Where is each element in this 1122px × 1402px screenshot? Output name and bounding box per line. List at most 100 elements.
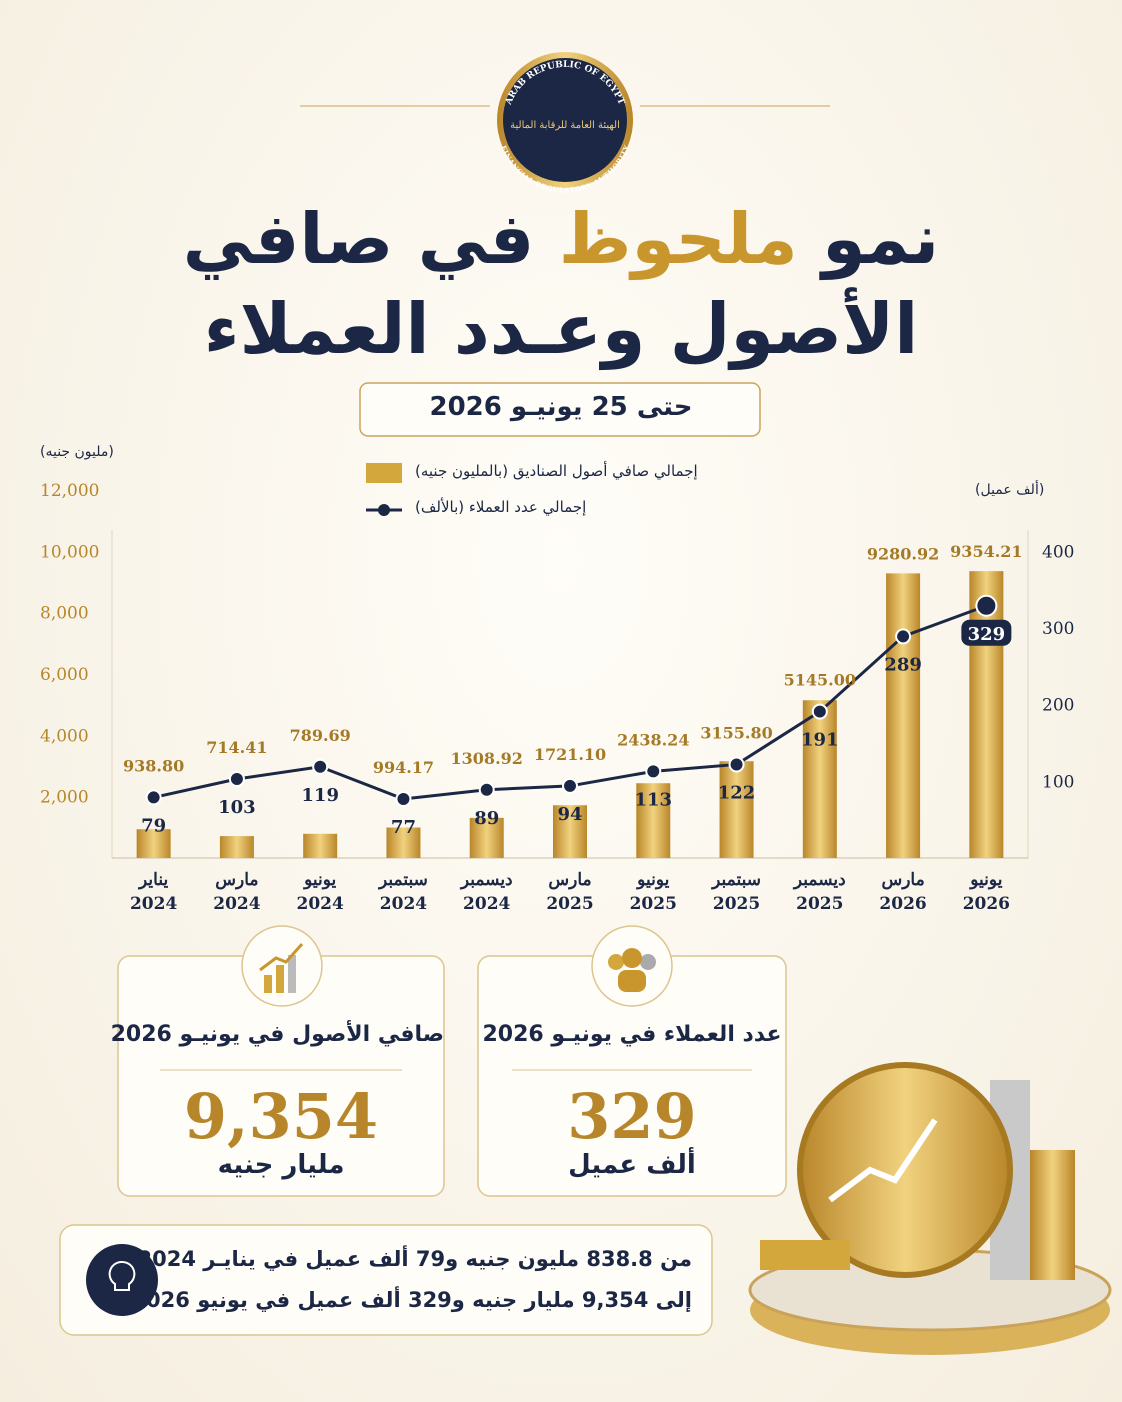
line-point <box>895 628 912 645</box>
legend-swatch <box>366 463 402 483</box>
x-tick-label: مارس 2024 <box>213 870 261 914</box>
bar <box>303 833 338 858</box>
x-tick-label: سبتمبر 2025 <box>712 870 761 914</box>
icon-bar <box>264 975 272 993</box>
line-value-label: 119 <box>301 785 339 806</box>
x-tick-label: مارس 2026 <box>879 870 927 914</box>
bar <box>886 573 921 858</box>
y-tick-label: 8,000 <box>40 604 89 624</box>
y-tick-label: 2,000 <box>40 788 89 808</box>
decor-bar <box>1030 1150 1075 1280</box>
line-value-label: 89 <box>474 808 499 829</box>
line-value-label: 289 <box>884 654 922 675</box>
line-point <box>145 789 162 806</box>
y-tick-label: 4,000 <box>40 726 89 746</box>
icon-person <box>608 954 624 970</box>
line-value-label: 113 <box>634 789 672 810</box>
bar-value-label: 714.41 <box>206 738 267 757</box>
icon-person <box>622 948 642 968</box>
card-title: عدد العملاء في يونيـو 2026 <box>482 1022 782 1047</box>
bar-value-label: 938.80 <box>123 756 184 775</box>
value-badge <box>961 619 1012 646</box>
line-value-label: 122 <box>718 782 756 803</box>
bar-value-label: 9280.92 <box>867 544 939 563</box>
line-value-label: 103 <box>218 797 256 818</box>
line-value-label: 329 <box>968 624 1006 645</box>
line-value-label: 79 <box>141 815 166 836</box>
bar <box>469 817 504 858</box>
note-line: إلى 9,354 مليار جنيه و329 ألف عميل في يو… <box>131 1288 692 1312</box>
bar <box>136 829 171 858</box>
subtitle: حتى 25 يونيـو 2026 <box>429 392 693 422</box>
line-point <box>312 758 329 775</box>
y-tick-label: 10,000 <box>40 542 99 562</box>
line-point <box>975 594 998 617</box>
bar <box>802 700 837 858</box>
coin-arrow <box>828 1118 938 1203</box>
line-point <box>811 703 828 720</box>
title-word: ملحوظ <box>558 198 798 280</box>
y2-axis-label: (ألف عميل) <box>975 482 1045 498</box>
y2-tick-label: 400 <box>1042 542 1074 562</box>
bar-value-label: 9354.21 <box>950 542 1022 561</box>
icon-person <box>640 954 656 970</box>
card-value: 329 <box>567 1080 697 1153</box>
line-point <box>728 756 745 773</box>
line-value-label: 94 <box>557 804 582 825</box>
y-tick-label: 6,000 <box>40 665 89 685</box>
bar-value-label: 789.69 <box>290 726 351 745</box>
bar-value-label: 1308.92 <box>451 749 523 768</box>
x-tick-label: مارس 2025 <box>546 870 594 914</box>
bar <box>386 827 421 858</box>
line-value-label: 77 <box>391 817 416 838</box>
x-tick-label: سبتمبر 2024 <box>379 870 428 914</box>
bulb <box>108 1260 136 1291</box>
bar-value-label: 994.17 <box>373 758 434 777</box>
line-point <box>395 790 412 807</box>
icon-person <box>618 970 646 992</box>
line-point <box>645 763 662 780</box>
legend-swatch <box>378 504 390 516</box>
bar-value-label: 5145.00 <box>784 671 856 690</box>
title-line: نمو ملحوظ في صافي <box>0 198 1122 280</box>
x-tick-label: يونيو 2026 <box>962 870 1011 914</box>
y-axis-label: (مليون جنيه) <box>40 444 114 460</box>
x-tick-label: يناير 2024 <box>129 870 178 914</box>
x-tick-label: يونيو 2025 <box>629 870 677 914</box>
x-tick-label: ديسمبر 2024 <box>460 870 513 914</box>
y2-tick-label: 300 <box>1042 619 1074 639</box>
line-point <box>562 777 578 794</box>
bar <box>969 571 1004 858</box>
title-line: الأصول وعـدد العملاء <box>203 288 919 370</box>
card-unit: ألف عميل <box>568 1150 696 1180</box>
bar-value-label: 3155.80 <box>700 723 772 742</box>
bar <box>719 761 754 858</box>
icon-bar <box>288 955 296 993</box>
line-value-label: 191 <box>801 730 839 751</box>
title-word: في صافي <box>182 198 535 280</box>
x-tick-label: يونيو 2024 <box>296 870 344 914</box>
icon-arrow <box>259 943 304 972</box>
gold-bar <box>760 1240 850 1270</box>
y2-tick-label: 100 <box>1042 772 1074 792</box>
legend-label: إجمالي عدد العملاء (بالألف) <box>415 498 587 516</box>
legend-label: إجمالي صافي أصول الصناديق (بالمليون جنيه… <box>415 462 698 480</box>
bulb-icon <box>86 1244 158 1316</box>
card-title: صافي الأصول في يونيـو 2026 <box>110 1022 444 1047</box>
bar <box>553 805 587 858</box>
note-line: من 838.8 مليون جنيه و79 ألف عميل في يناي… <box>137 1247 692 1271</box>
note-box <box>59 1224 713 1336</box>
subtitle-box <box>359 382 761 437</box>
logo-name: الهيئة العامة للرقابة المالية <box>510 120 620 131</box>
x-tick-label: ديسمبر 2025 <box>793 870 846 914</box>
card-value: 9,354 <box>183 1080 379 1153</box>
y-tick-label: 12,000 <box>40 481 99 501</box>
bar <box>636 783 671 858</box>
icon-bar <box>276 965 284 993</box>
bar-value-label: 2438.24 <box>617 730 689 749</box>
line-point <box>228 771 245 788</box>
y2-tick-label: 200 <box>1042 696 1074 716</box>
card-unit: مليار جنيه <box>217 1150 345 1180</box>
line-point <box>478 781 495 798</box>
